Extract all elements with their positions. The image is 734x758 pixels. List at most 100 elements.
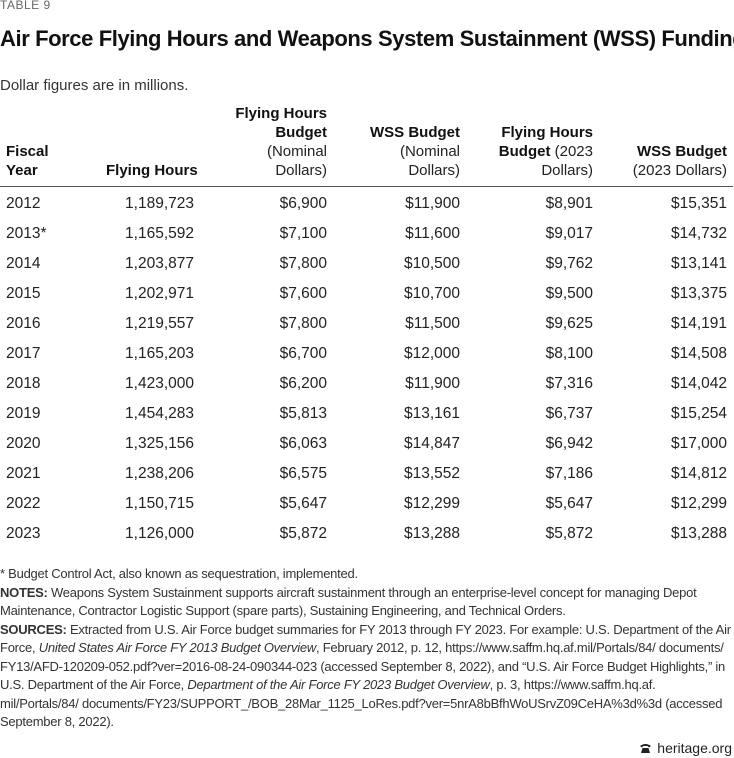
table-cell: $11,900: [405, 375, 460, 392]
column-header: Fiscal Year: [0, 104, 100, 187]
table-row: 2020 1,325,156 $6,063 $14,847 $6,942 $17,000: [0, 429, 733, 459]
table-cell: $7,800: [279, 315, 327, 332]
table-row: 2021 1,238,206 $6,575 $13,552 $7,186 $14,812: [0, 459, 733, 489]
note-text: United States Air Force FY 2013 Budget O…: [38, 640, 317, 655]
table-label: TABLE 9: [0, 0, 51, 12]
table-cell: $5,872: [279, 525, 327, 542]
table-row: 2018 1,423,000 $6,200 $11,900 $7,316 $14,042: [0, 369, 733, 399]
table-cell: $15,351: [670, 195, 727, 212]
note: SOURCES: Extracted from U.S. Air Force b…: [0, 621, 732, 732]
table-cell: 1,423,000: [125, 375, 194, 392]
table-cell: $14,732: [670, 225, 727, 242]
table-cell: $8,100: [545, 345, 593, 362]
header-text: Fiscal Year: [6, 142, 51, 180]
note: * Budget Control Act, also known as sequ…: [0, 565, 732, 584]
table-cell: 2018: [6, 375, 41, 392]
note-text: Extracted from U.S. Air Force budget sum…: [0, 621, 731, 656]
note-text: , p. 3, https://www.saffm.hq.af. mil/Por…: [0, 677, 723, 729]
table-row: 2015 1,202,971 $7,600 $10,700 $9,500 $13,375: [0, 279, 733, 309]
table-cell: 2019: [6, 405, 41, 422]
table-cell: $5,872: [545, 525, 593, 542]
table-row: 2019 1,454,283 $5,813 $13,161 $6,737 $15,254: [0, 399, 733, 429]
footer-link: heritage.org: [657, 740, 732, 756]
table-cell: $17,000: [670, 435, 727, 452]
table-cell: 1,202,971: [125, 285, 194, 302]
table-cell: $5,647: [545, 495, 593, 512]
table-cell: $11,900: [405, 195, 460, 212]
header-title: Fiscal Year: [6, 143, 49, 179]
table-cell: $7,316: [545, 375, 593, 392]
table-cell: 2023: [6, 525, 41, 542]
table-cell: 1,238,206: [125, 465, 194, 482]
table-cell: $6,575: [279, 465, 327, 482]
column-header: Flying Hours: [100, 104, 200, 187]
header-unit: (2023 Dollars): [632, 162, 727, 179]
table-cell: $12,000: [403, 345, 460, 362]
table-row: 2022 1,150,715 $5,647 $12,299 $5,647 $12,299: [0, 489, 733, 519]
header-text: WSS Budget (Nominal Dollars): [365, 123, 460, 180]
table-cell: $14,812: [670, 465, 727, 482]
table-cell: $12,299: [670, 495, 727, 512]
table-cell: $6,900: [279, 195, 327, 212]
header-text: Flying Hours Budget (Nominal Dollars): [232, 104, 327, 180]
title: Air Force Flying Hours and Weapons Syste…: [0, 26, 734, 51]
table-cell: $6,737: [545, 405, 593, 422]
table-cell: $5,647: [279, 495, 327, 512]
table-cell: 1,325,156: [125, 435, 194, 452]
table-cell: $15,254: [670, 405, 727, 422]
table-cell: 2016: [6, 315, 41, 332]
table-cell: $13,288: [403, 525, 460, 542]
table-cell: $6,200: [279, 375, 327, 392]
notes: * Budget Control Act, also known as sequ…: [0, 565, 732, 732]
note-text: Department of the Air Force FY 2023 Budg…: [187, 677, 490, 692]
table-cell: $9,500: [545, 285, 593, 302]
header-title: Flying Hours Budget: [498, 124, 593, 160]
table-cell: 1,150,715: [125, 495, 194, 512]
table-cell: $10,500: [403, 255, 460, 272]
note-text: * Budget Control Act, also known as sequ…: [0, 566, 358, 581]
table-cell: 1,165,592: [125, 225, 194, 242]
header-title: Flying Hours Budget: [235, 105, 327, 141]
header-text: Flying Hours: [106, 161, 198, 180]
table-cell: 2021: [6, 465, 41, 482]
table-cell: $13,552: [403, 465, 460, 482]
column-header: WSS Budget (2023 Dollars): [599, 104, 733, 187]
table-cell: $13,375: [670, 285, 727, 302]
table-cell: $13,288: [670, 525, 727, 542]
table-cell: $9,762: [545, 255, 593, 272]
table-cell: 1,189,723: [125, 195, 194, 212]
table-cell: $11,600: [405, 225, 460, 242]
table-row: 2017 1,165,203 $6,700 $12,000 $8,100 $14,508: [0, 339, 733, 369]
table-cell: $9,625: [545, 315, 593, 332]
table-cell: $8,901: [545, 195, 593, 212]
footer: heritage.org: [639, 740, 732, 756]
table-cell: $6,700: [279, 345, 327, 362]
note: NOTES: Weapons System Sustainment suppor…: [0, 584, 732, 621]
table-cell: $5,813: [279, 405, 327, 422]
table-cell: 2015: [6, 285, 41, 302]
phone-icon: [640, 744, 652, 753]
table-cell: $7,800: [279, 255, 327, 272]
table-cell: $10,700: [403, 285, 460, 302]
header-title: WSS Budget: [370, 124, 460, 141]
table-row: 2014 1,203,877 $7,800 $10,500 $9,762 $13,141: [0, 249, 733, 279]
note-text: , February 2012, p. 12, https://www.saff…: [0, 640, 726, 692]
table-row: 2013* 1,165,592 $7,100 $11,600 $9,017 $14,732: [0, 219, 733, 249]
table-cell: $13,141: [670, 255, 727, 272]
header-text: WSS Budget (2023 Dollars): [632, 142, 727, 180]
table-cell: $12,299: [403, 495, 460, 512]
table-cell: 1,219,557: [125, 315, 194, 332]
note-text: Weapons System Sustainment supports airc…: [0, 584, 697, 619]
table-cell: $13,161: [403, 405, 460, 422]
header-unit: (Nominal Dollars): [399, 143, 460, 179]
table-cell: $14,191: [670, 315, 727, 332]
subtitle: Dollar figures are in millions.: [0, 77, 189, 94]
data-table: Fiscal Year Flying Hours Flying Hours Budg…: [0, 104, 733, 549]
table-cell: 1,126,000: [125, 525, 194, 542]
table-cell: $7,186: [545, 465, 593, 482]
table-cell: 2017: [6, 345, 41, 362]
header-title: WSS Budget: [637, 143, 727, 160]
header-row: Fiscal Year Flying Hours Flying Hours Budg…: [0, 104, 733, 187]
table-row: 2012 1,189,723 $6,900 $11,900 $8,901 $15,351: [0, 187, 733, 220]
column-header: Flying Hours Budget (Nominal Dollars): [200, 104, 333, 187]
